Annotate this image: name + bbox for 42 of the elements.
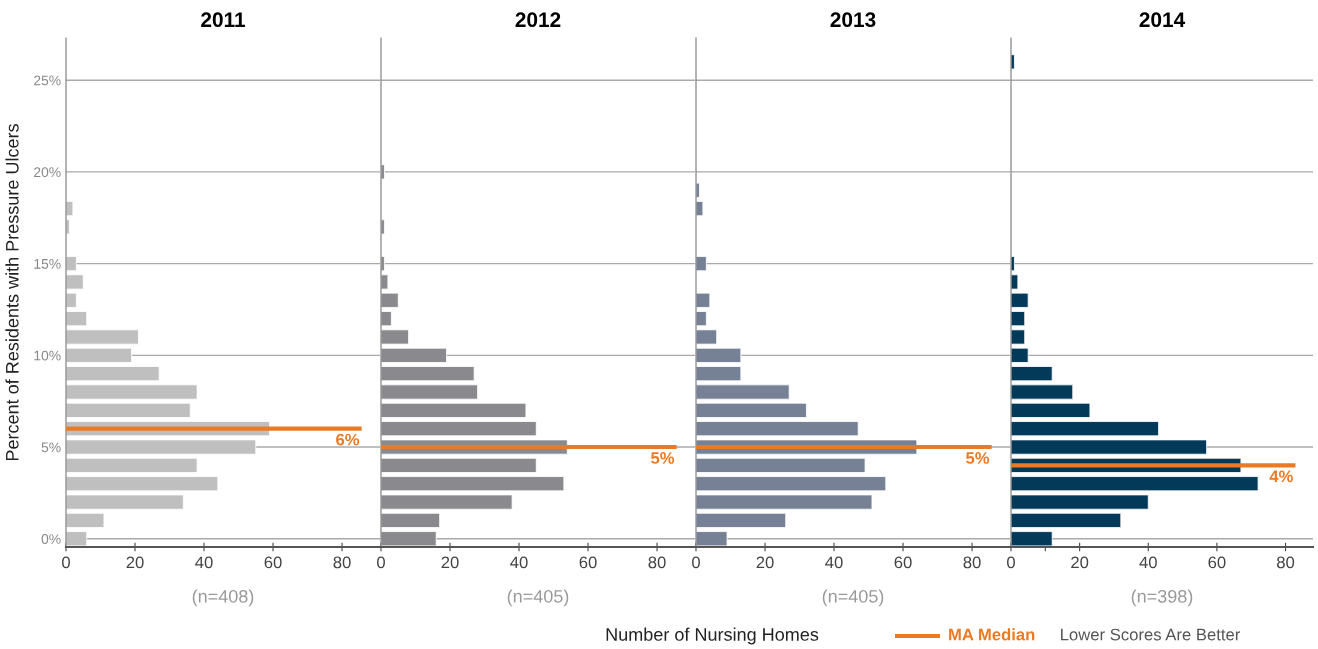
x-tick-label: 0 [1007, 556, 1015, 569]
chart-title: 2011 [201, 12, 246, 28]
chart-title: 2013 [830, 12, 876, 28]
x-tick-label: 80 [333, 556, 351, 569]
y-axis-title: Percent of Residents with Pressure Ulcers [5, 124, 19, 461]
y-tick-label: 15% [34, 259, 61, 269]
text: MA Median [949, 628, 1035, 641]
text: (n=408) [192, 589, 254, 607]
ref-line-label: 4% [1269, 470, 1293, 483]
text: (n=405) [507, 589, 569, 607]
chart-title: 2014 [1139, 12, 1186, 28]
y-tick-label: 0% [41, 534, 61, 544]
x-tick-label: 40 [1139, 556, 1157, 569]
x-tick-label: 40 [510, 556, 528, 569]
x-tick-label: 40 [195, 556, 213, 569]
ref-line-label: 6% [336, 433, 360, 446]
y-tick-label: 25% [34, 75, 61, 86]
text: Lower Scores Are Better [1061, 628, 1241, 641]
x-tick-label: 0 [377, 556, 385, 569]
y-tick-label: 10% [34, 350, 61, 361]
x-tick-label: 20 [441, 556, 459, 569]
x-tick-label: 80 [1277, 556, 1295, 569]
x-tick-label: 0 [692, 556, 700, 569]
x-tick-label: 20 [756, 556, 774, 569]
x-tick-label: 20 [126, 556, 144, 569]
ref-line-label: 5% [966, 452, 990, 464]
x-tick-label: 20 [1071, 556, 1089, 569]
y-tick-label: 5% [41, 442, 61, 453]
x-tick-label: 80 [648, 556, 666, 569]
ref-line-label: 5% [651, 452, 675, 464]
x-tick-label: 60 [579, 556, 597, 569]
x-axis-title: Number of Nursing Homes [606, 627, 819, 645]
x-tick-label: 60 [1208, 556, 1226, 569]
x-tick-label: 60 [264, 556, 282, 569]
text: (n=405) [822, 589, 884, 607]
x-tick-label: 40 [825, 556, 843, 569]
x-tick-label: 0 [62, 556, 70, 569]
text: (n=398) [1131, 589, 1193, 607]
chart-title: 2012 [515, 12, 561, 28]
y-tick-label: 20% [34, 167, 61, 178]
x-tick-label: 80 [963, 556, 981, 569]
x-tick-label: 60 [894, 556, 912, 569]
